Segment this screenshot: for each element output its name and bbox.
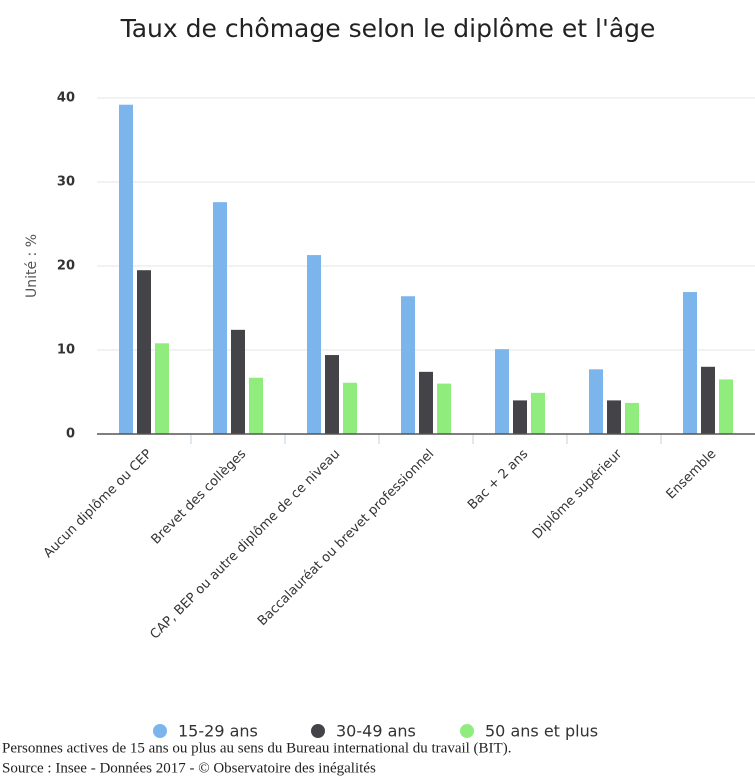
x-tick-label: Diplôme supérieur [530, 446, 626, 542]
y-tick-label: 0 [66, 427, 75, 442]
footnote: Personnes actives de 15 ans ou plus au s… [2, 740, 511, 756]
legend-label: 15-29 ans [178, 722, 258, 741]
x-tick-label: Aucun diplôme ou CEP [41, 447, 156, 562]
y-axis-label: Unité : % [24, 234, 40, 298]
bar [137, 270, 151, 434]
bar [155, 343, 169, 434]
x-tick-label: Ensemble [664, 447, 720, 503]
legend-label: 50 ans et plus [485, 722, 598, 741]
bar [437, 383, 451, 434]
y-tick-label: 40 [57, 91, 75, 106]
bar [419, 371, 433, 434]
bar [589, 369, 603, 434]
bar [249, 377, 263, 434]
bar [683, 292, 697, 434]
bar [625, 402, 639, 434]
footnote: Source : Insee - Données 2017 - © Observ… [2, 760, 376, 776]
x-tick-label: CAP, BEP ou autre diplôme de ce niveau [148, 447, 344, 643]
x-tick-label: Bac + 2 ans [465, 447, 531, 513]
bar [343, 382, 357, 434]
bar [231, 329, 245, 434]
bar [325, 355, 339, 434]
bar [719, 379, 733, 434]
legend-marker [460, 724, 474, 738]
bar [401, 296, 415, 434]
legend-marker [153, 724, 167, 738]
x-tick-label: Brevet des collèges [149, 447, 250, 548]
bar [607, 400, 621, 434]
bar [513, 400, 527, 434]
y-tick-label: 20 [57, 259, 75, 274]
legend-label: 30-49 ans [336, 722, 416, 741]
y-tick-label: 10 [57, 343, 75, 358]
y-tick-label: 30 [57, 175, 75, 190]
chart-title: Taux de chômage selon le diplôme et l'âg… [120, 14, 656, 43]
bar [213, 202, 227, 434]
bar [531, 392, 545, 434]
bar [307, 255, 321, 434]
bar [119, 104, 133, 434]
bar [701, 366, 715, 434]
legend-marker [311, 724, 325, 738]
bar [495, 349, 509, 434]
x-tick-label: Baccalauréat ou brevet professionnel [255, 447, 437, 629]
